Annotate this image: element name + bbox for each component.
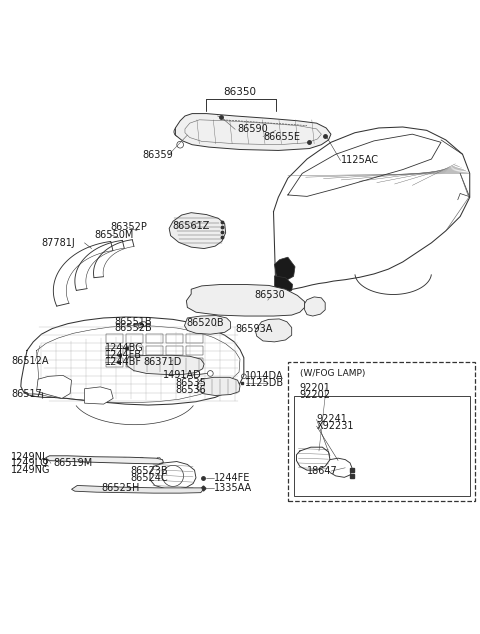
Text: 92201: 92201 <box>300 383 331 393</box>
Text: 86561Z: 86561Z <box>172 221 209 231</box>
Polygon shape <box>275 276 293 292</box>
Text: 86350: 86350 <box>224 87 256 97</box>
Bar <box>186 358 203 367</box>
Bar <box>294 396 470 496</box>
Bar <box>126 346 143 355</box>
Polygon shape <box>46 456 163 464</box>
Text: 1244FB: 1244FB <box>105 350 142 360</box>
Bar <box>146 346 163 355</box>
Bar <box>166 346 183 355</box>
Text: 86359: 86359 <box>142 150 173 160</box>
Text: 86352P: 86352P <box>111 223 148 233</box>
Polygon shape <box>169 212 226 249</box>
Text: 1244BF: 1244BF <box>105 356 142 366</box>
Text: 1249NG: 1249NG <box>11 465 51 475</box>
Polygon shape <box>275 257 295 281</box>
Polygon shape <box>186 285 305 316</box>
Text: (W/FOG LAMP): (W/FOG LAMP) <box>300 369 365 378</box>
Polygon shape <box>305 297 325 316</box>
Text: 1244FE: 1244FE <box>214 473 250 483</box>
Text: 86551B: 86551B <box>115 317 152 327</box>
Text: 1244BG: 1244BG <box>105 343 144 353</box>
Text: 86519M: 86519M <box>53 458 93 469</box>
Bar <box>288 363 475 501</box>
Polygon shape <box>184 316 230 334</box>
Bar <box>106 346 123 355</box>
Text: 1335AA: 1335AA <box>214 483 252 493</box>
Text: 1491AD: 1491AD <box>163 370 202 380</box>
Text: 87781J: 87781J <box>41 238 75 248</box>
Bar <box>146 333 163 344</box>
Text: 86536: 86536 <box>175 385 206 395</box>
Bar <box>166 358 183 367</box>
Bar <box>146 358 163 367</box>
Text: 1249LQ: 1249LQ <box>11 458 49 469</box>
Polygon shape <box>127 355 204 375</box>
Circle shape <box>176 129 181 134</box>
Text: 86517: 86517 <box>11 389 42 399</box>
Text: X92231: X92231 <box>317 421 354 431</box>
Polygon shape <box>84 387 113 404</box>
Text: 86655E: 86655E <box>263 132 300 141</box>
Bar <box>126 333 143 344</box>
Text: 86371D: 86371D <box>144 356 182 366</box>
Polygon shape <box>197 377 240 396</box>
Text: 86593A: 86593A <box>235 324 273 334</box>
Bar <box>186 333 203 344</box>
Text: 18647: 18647 <box>307 466 338 476</box>
Bar <box>106 333 123 344</box>
Text: 92241: 92241 <box>317 415 348 424</box>
Circle shape <box>174 127 183 136</box>
Text: 86552B: 86552B <box>115 323 152 333</box>
Bar <box>186 346 203 355</box>
Text: 86520B: 86520B <box>186 318 224 328</box>
Text: 86530: 86530 <box>254 290 285 301</box>
Text: 1249NL: 1249NL <box>11 452 49 462</box>
Text: 86535: 86535 <box>175 378 206 388</box>
Bar <box>166 333 183 344</box>
Text: 1125DB: 1125DB <box>245 378 284 388</box>
Text: 86524C: 86524C <box>130 473 168 483</box>
Text: 86550M: 86550M <box>95 230 134 240</box>
Bar <box>106 358 123 367</box>
Bar <box>126 358 143 367</box>
Polygon shape <box>36 375 72 398</box>
Text: 86590: 86590 <box>238 124 268 134</box>
Text: 1014DA: 1014DA <box>245 372 283 381</box>
Polygon shape <box>175 113 331 150</box>
Text: 86525H: 86525H <box>101 483 140 493</box>
Text: 86512A: 86512A <box>11 356 49 366</box>
Text: 1125AC: 1125AC <box>340 155 379 165</box>
Text: 86523B: 86523B <box>130 466 168 476</box>
Polygon shape <box>255 319 292 342</box>
Polygon shape <box>72 486 203 493</box>
Text: 92202: 92202 <box>300 389 331 399</box>
